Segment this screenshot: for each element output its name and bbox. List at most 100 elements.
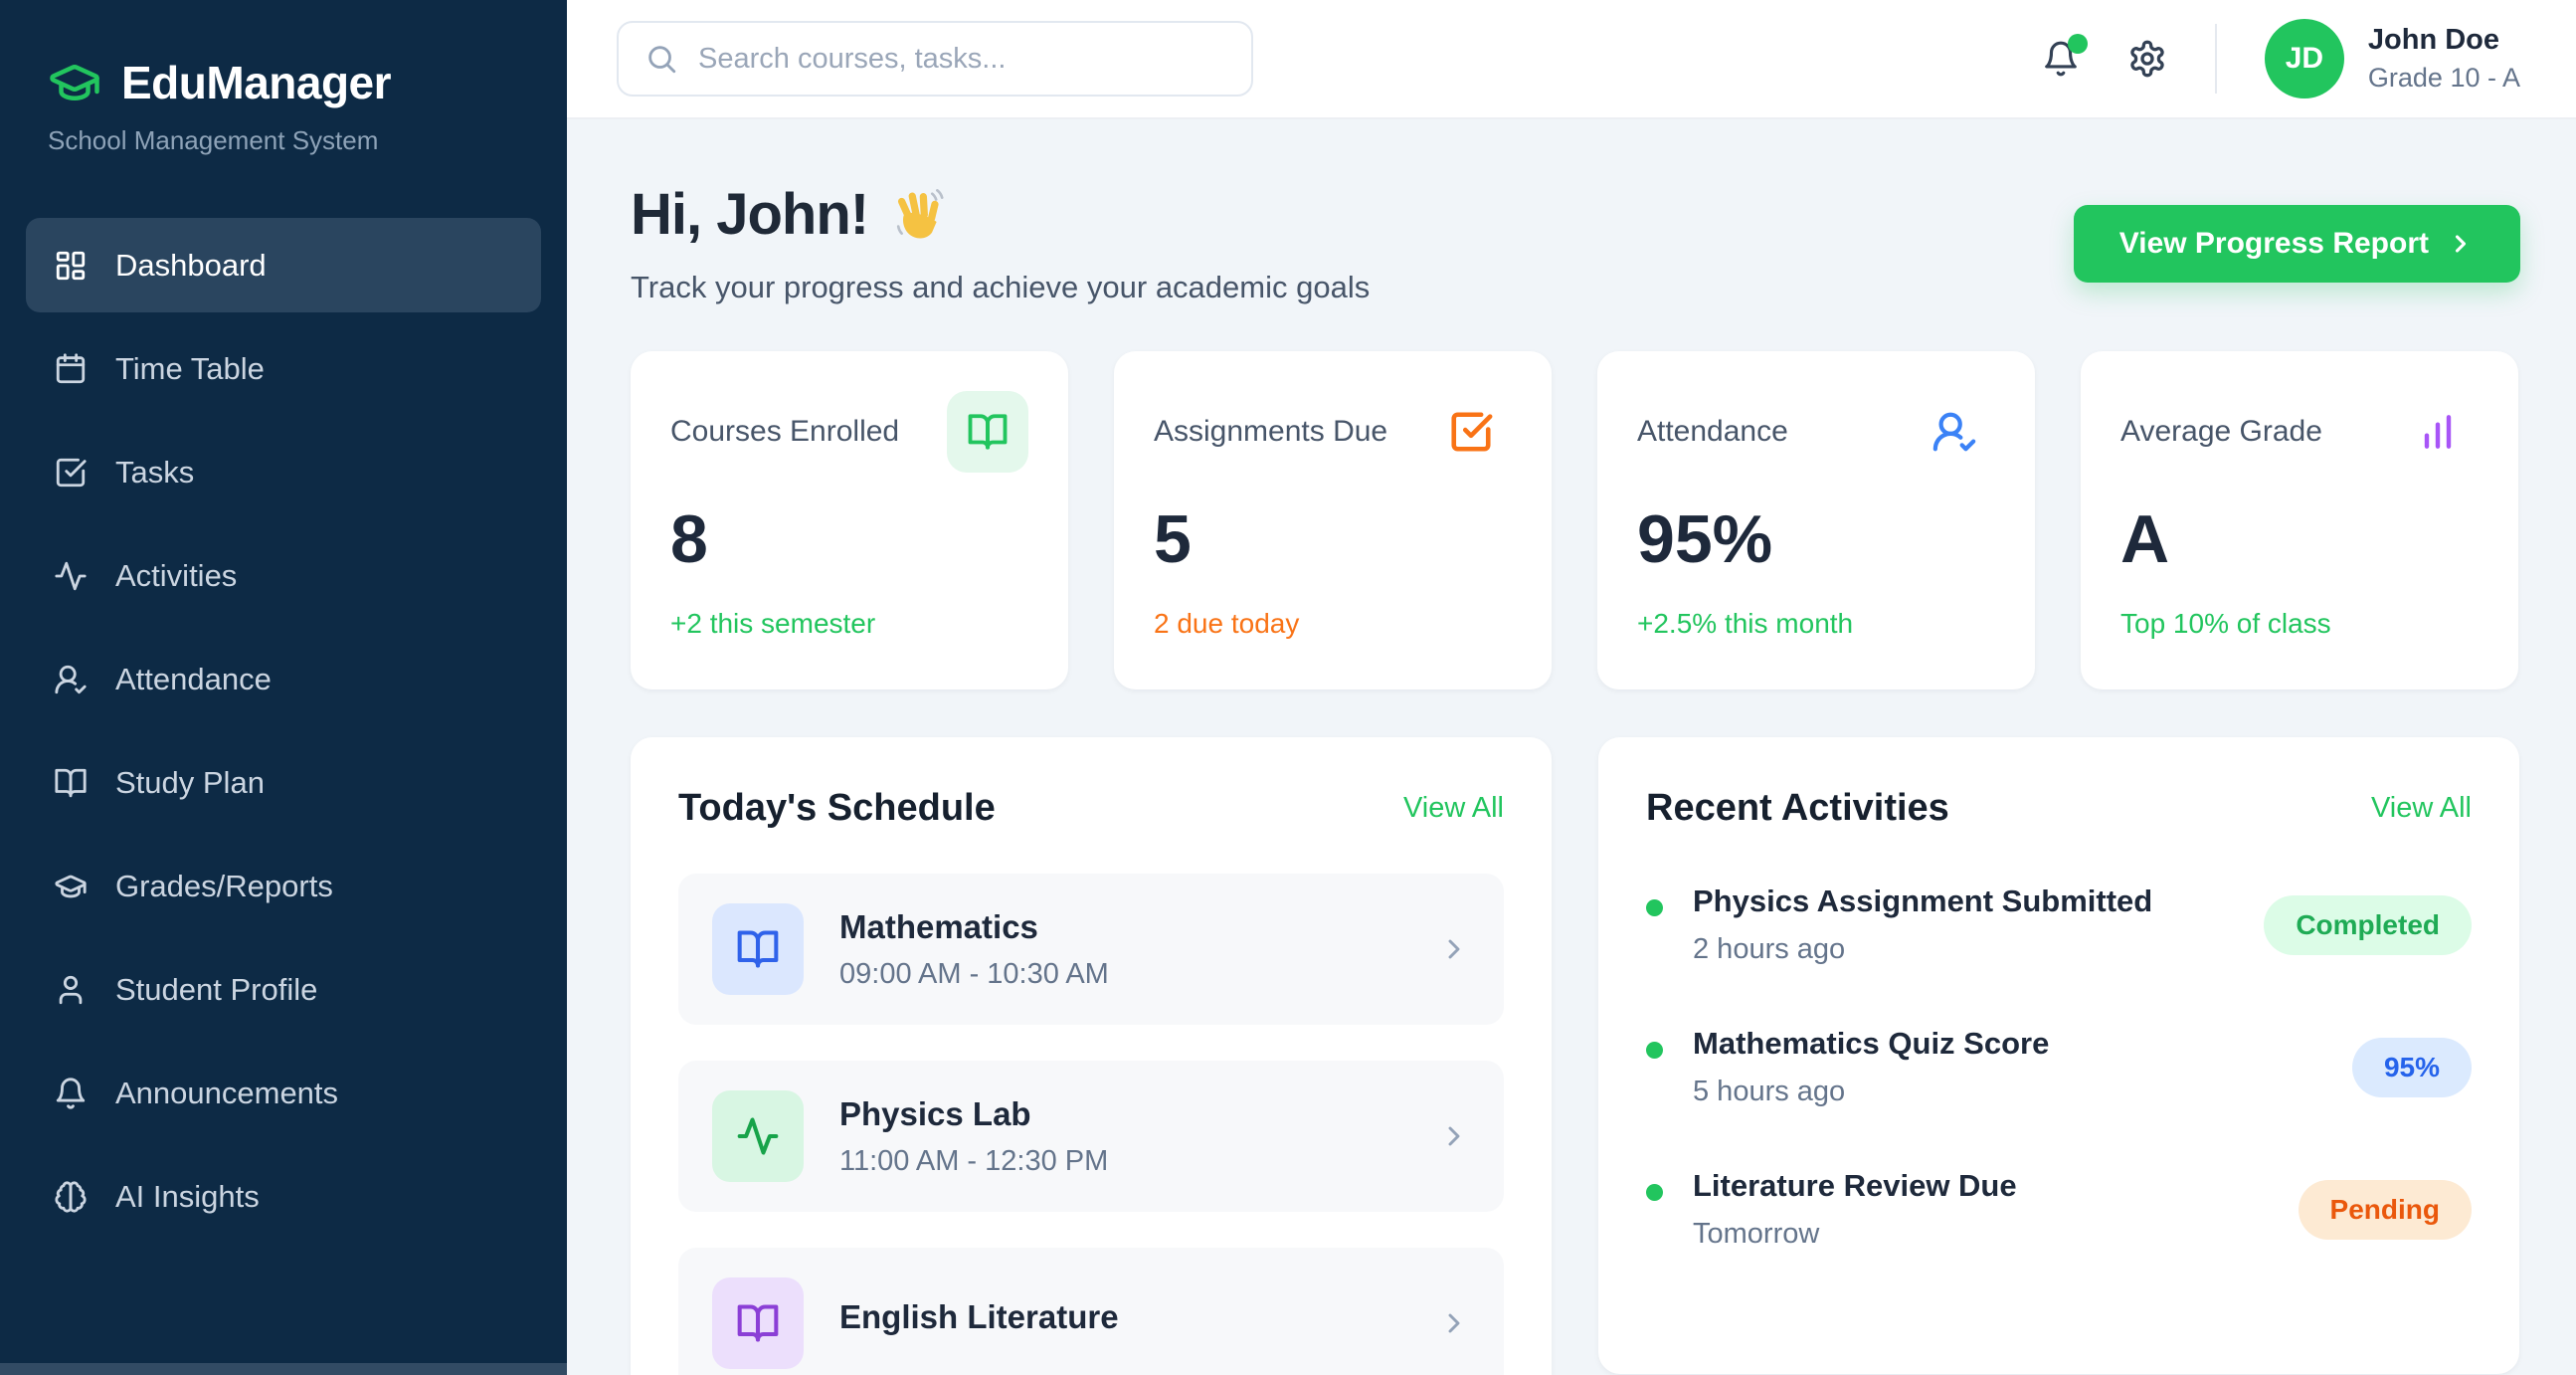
schedule-row-physics-lab[interactable]: Physics Lab 11:00 AM - 12:30 PM xyxy=(678,1061,1504,1212)
graduation-cap-icon xyxy=(54,870,88,903)
sidebar-item-time-table[interactable]: Time Table xyxy=(26,321,541,416)
activity-icon xyxy=(712,1090,804,1182)
welcome-section: Hi, John! xyxy=(631,181,2520,305)
graduation-cap-logo-icon xyxy=(48,56,101,109)
activity-time: 2 hours ago xyxy=(1693,933,1846,965)
top-header: JD John Doe Grade 10 - A xyxy=(567,0,2576,119)
sidebar: EduManager School Management System Dash… xyxy=(0,0,567,1375)
dashboard-content: Hi, John! xyxy=(567,119,2576,1375)
chevron-right-icon xyxy=(1438,933,1470,965)
stat-note: 2 due today xyxy=(1154,608,1300,639)
check-square-icon xyxy=(54,456,88,490)
bell-icon xyxy=(2045,41,2077,77)
activity-name: Literature Review Due xyxy=(1693,1168,2017,1203)
sidebar-item-label: Study Plan xyxy=(115,764,265,800)
activity-time: 5 hours ago xyxy=(1693,1076,1846,1107)
welcome-subtitle: Track your progress and achieve your aca… xyxy=(631,270,1371,304)
status-badge: Completed xyxy=(2264,894,2472,955)
schedule-view-all-link[interactable]: View All xyxy=(1402,792,1504,824)
header-right: JD John Doe Grade 10 - A xyxy=(2042,19,2520,98)
stat-card-attendance: Attendance 95% +2.5% this month xyxy=(1597,351,2035,689)
sidebar-item-activities[interactable]: Activities xyxy=(26,528,541,623)
status-badge: Pending xyxy=(2298,1179,2472,1240)
search-input[interactable] xyxy=(698,42,1225,76)
book-open-icon xyxy=(947,391,1028,473)
status-dot xyxy=(1646,1184,1663,1201)
calendar-icon xyxy=(54,352,88,386)
activity-time: Tomorrow xyxy=(1693,1218,1820,1250)
sidebar-item-label: AI Insights xyxy=(115,1178,260,1214)
sidebar-nav: Dashboard Time Table Tasks xyxy=(26,218,541,1244)
sidebar-item-grades-reports[interactable]: Grades/Reports xyxy=(26,839,541,933)
todays-schedule-panel: Today's Schedule View All Mathematics 09… xyxy=(631,737,1552,1375)
activity-name: Physics Assignment Submitted xyxy=(1693,884,2153,918)
class-time: 09:00 AM - 10:30 AM xyxy=(839,957,1109,990)
stat-note: Top 10% of class xyxy=(2120,608,2331,639)
brain-icon xyxy=(54,1180,88,1214)
user-name: John Doe xyxy=(2367,24,2500,56)
cta-label: View Progress Report xyxy=(2118,226,2429,260)
user-menu[interactable]: JD John Doe Grade 10 - A xyxy=(2264,19,2520,98)
activity-item: Literature Review Due Tomorrow Pending xyxy=(1646,1168,2472,1251)
class-time: 11:00 AM - 12:30 PM xyxy=(839,1144,1109,1177)
check-square-icon xyxy=(1430,391,1512,473)
sidebar-item-label: Announcements xyxy=(115,1075,339,1110)
activities-view-all-link[interactable]: View All xyxy=(2370,792,2472,824)
app-title: EduManager xyxy=(121,57,392,108)
chevron-right-icon xyxy=(2455,234,2467,253)
status-dot xyxy=(1646,899,1663,916)
notifications-button[interactable] xyxy=(2042,34,2088,78)
schedule-row-mathematics[interactable]: Mathematics 09:00 AM - 10:30 AM xyxy=(678,874,1504,1025)
sidebar-item-announcements[interactable]: Announcements xyxy=(26,1046,541,1140)
stat-value: 8 xyxy=(670,501,708,577)
stat-value: A xyxy=(2120,501,2170,577)
sidebar-item-label: Activities xyxy=(115,557,238,593)
sidebar-item-student-profile[interactable]: Student Profile xyxy=(26,942,541,1037)
logo: EduManager xyxy=(26,56,541,109)
chevron-right-icon xyxy=(1438,1307,1470,1339)
header-divider xyxy=(2214,24,2217,94)
bell-icon xyxy=(54,1077,88,1110)
stat-value: 5 xyxy=(1154,501,1192,577)
settings-button[interactable] xyxy=(2127,39,2167,79)
activity-name: Mathematics Quiz Score xyxy=(1693,1026,2050,1061)
status-dot xyxy=(1646,1042,1663,1059)
user-check-icon xyxy=(54,663,88,696)
panel-title: Recent Activities xyxy=(1646,787,1949,829)
book-open-icon xyxy=(54,766,88,800)
class-name: Mathematics xyxy=(839,907,1038,945)
sidebar-bottom-strip xyxy=(0,1363,567,1375)
sidebar-item-dashboard[interactable]: Dashboard xyxy=(26,218,541,312)
schedule-row-english-literature[interactable]: English Literature xyxy=(678,1248,1504,1375)
avatar: JD xyxy=(2264,19,2344,98)
sidebar-item-label: Time Table xyxy=(115,350,265,386)
sidebar-item-label: Tasks xyxy=(115,454,195,490)
activity-item: Physics Assignment Submitted 2 hours ago… xyxy=(1646,884,2472,966)
stat-label: Courses Enrolled xyxy=(670,415,900,448)
page-title: Hi, John! xyxy=(631,182,869,247)
stat-card-courses-enrolled: Courses Enrolled 8 +2 this semester xyxy=(631,351,1068,689)
class-name: English Literature xyxy=(839,1298,1119,1335)
sidebar-item-attendance[interactable]: Attendance xyxy=(26,632,541,726)
search-box[interactable] xyxy=(617,21,1253,97)
sidebar-item-tasks[interactable]: Tasks xyxy=(26,425,541,519)
gear-icon xyxy=(2130,40,2164,78)
search-icon xyxy=(644,42,678,76)
main-area: JD John Doe Grade 10 - A Hi, John! xyxy=(567,0,2576,1375)
stats-row: Courses Enrolled 8 +2 this semester Assi… xyxy=(631,351,2520,689)
sidebar-item-ai-insights[interactable]: AI Insights xyxy=(26,1149,541,1244)
activities-list: Physics Assignment Submitted 2 hours ago… xyxy=(1646,884,2472,1251)
panel-title: Today's Schedule xyxy=(678,787,996,829)
stat-value: 95% xyxy=(1637,501,1773,577)
activity-icon xyxy=(54,559,88,593)
panels-row: Today's Schedule View All Mathematics 09… xyxy=(631,737,2520,1375)
class-name: Physics Lab xyxy=(839,1094,1031,1132)
schedule-list: Mathematics 09:00 AM - 10:30 AM xyxy=(678,874,1504,1375)
dashboard-icon xyxy=(54,249,88,283)
view-progress-report-button[interactable]: View Progress Report xyxy=(2073,204,2520,283)
notification-unread-dot xyxy=(2067,34,2088,54)
book-open-icon xyxy=(712,1277,804,1369)
stat-label: Assignments Due xyxy=(1154,415,1388,448)
stat-note: +2.5% this month xyxy=(1637,608,1854,639)
sidebar-item-study-plan[interactable]: Study Plan xyxy=(26,735,541,830)
